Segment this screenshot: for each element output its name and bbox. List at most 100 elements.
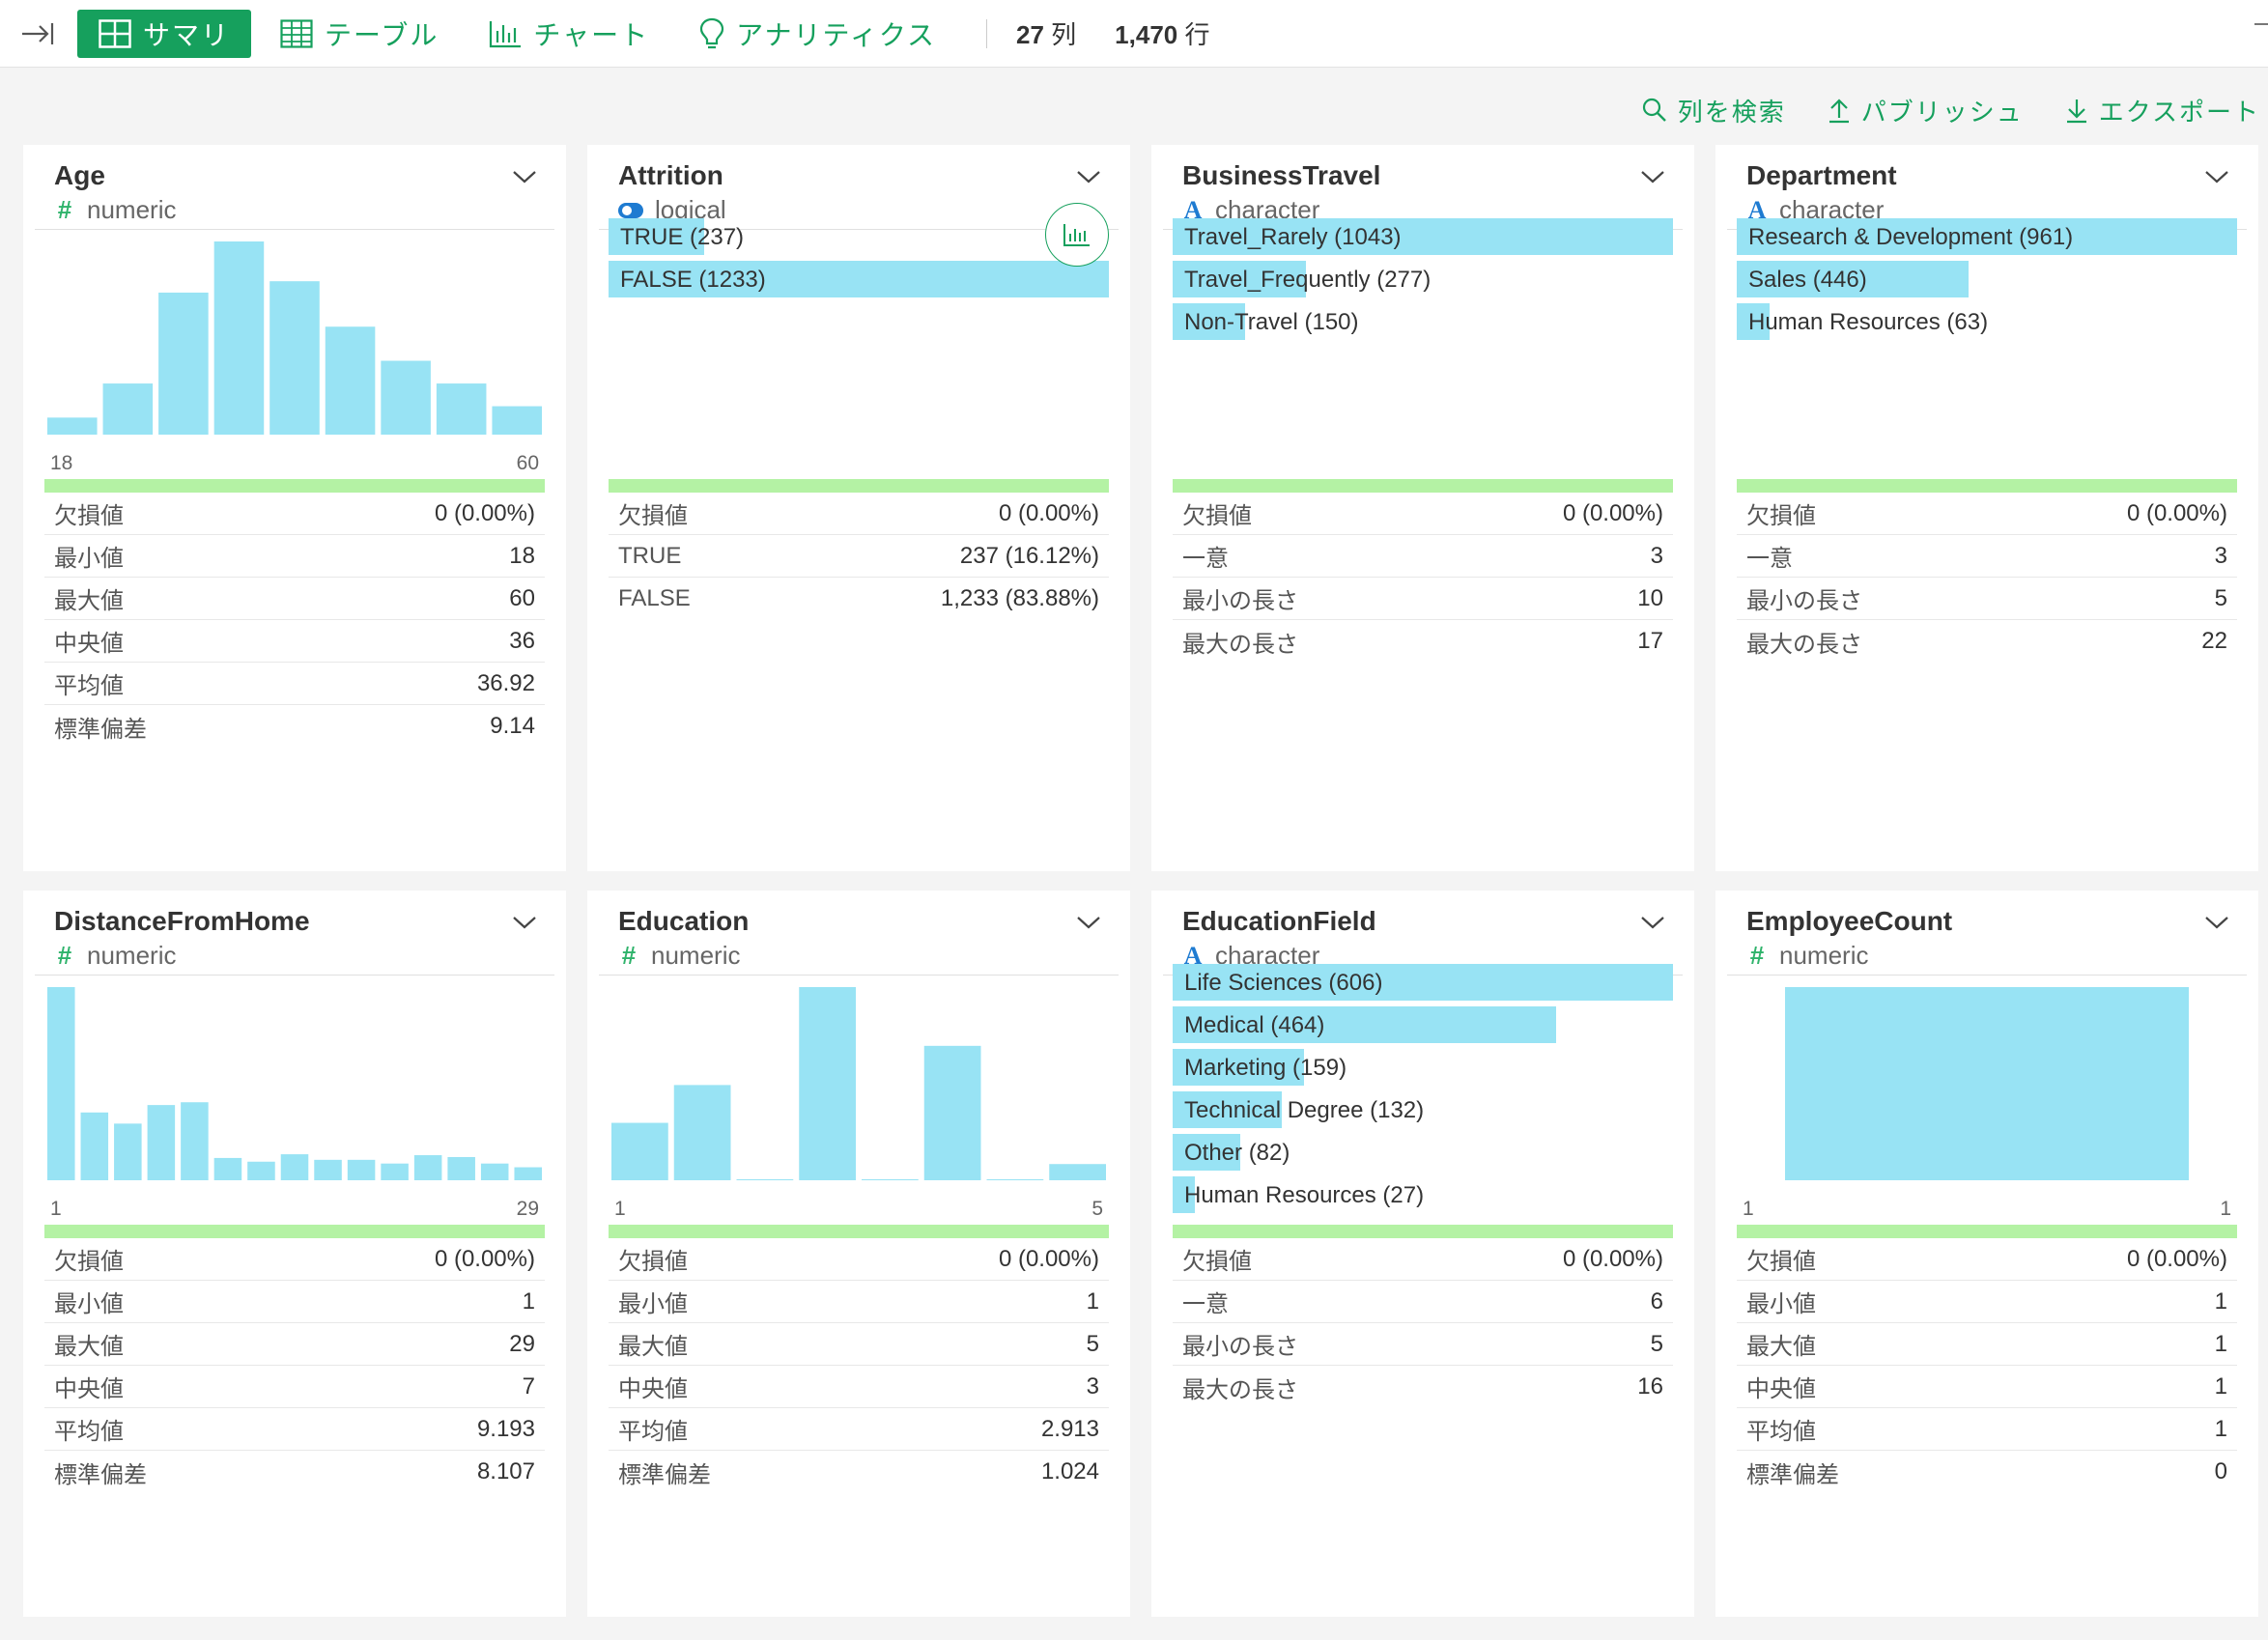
value-bar[interactable]: Other (82) (1173, 1134, 1673, 1171)
value-bar[interactable]: Life Sciences (606) (1173, 964, 1673, 1001)
stat-row: 一意 3 (1173, 535, 1673, 578)
value-bar[interactable]: FALSE (1233) (609, 261, 1109, 297)
histogram-bar[interactable] (413, 1155, 442, 1180)
stat-row: 中央値 36 (44, 620, 545, 663)
stat-row: 標準偏差 9.14 (44, 705, 545, 748)
histogram-bar[interactable] (436, 383, 487, 435)
histogram-bar[interactable] (114, 1123, 142, 1180)
histogram-bar[interactable] (1049, 1164, 1106, 1180)
histogram-bar[interactable] (80, 1112, 109, 1180)
search-columns-button[interactable]: 列を検索 (1641, 93, 1786, 128)
chart-view-button[interactable] (1045, 203, 1109, 267)
value-bar[interactable]: Human Resources (27) (1173, 1176, 1673, 1213)
histogram-bar[interactable] (381, 360, 431, 435)
histogram-bar[interactable] (862, 1179, 919, 1180)
histogram-bar[interactable] (314, 1159, 342, 1180)
histogram-bar[interactable] (514, 1167, 542, 1180)
value-bar[interactable]: Sales (446) (1737, 261, 2237, 297)
histogram-bar[interactable] (269, 281, 320, 435)
stat-row: TRUE 237 (16.12%) (609, 535, 1109, 578)
histogram-bar[interactable] (347, 1159, 376, 1180)
stat-value: 5 (2214, 584, 2227, 611)
stat-label: 欠損値 (1746, 1249, 1816, 1275)
character-type-icon: A (1747, 195, 1767, 224)
stat-value: 22 (2201, 628, 2227, 654)
chevron-down-icon[interactable] (1076, 914, 1101, 931)
histogram-bar[interactable] (480, 1163, 509, 1180)
histogram-bar[interactable] (611, 1122, 668, 1180)
stat-row: 平均値 36.92 (44, 663, 545, 705)
histogram-bar[interactable] (1785, 987, 2189, 1180)
axis-max-label: 29 (516, 1198, 539, 1220)
collapse-sidebar-icon[interactable] (17, 14, 58, 54)
value-bar[interactable]: Travel_Rarely (1043) (1173, 218, 1673, 255)
chevron-down-icon[interactable] (1640, 914, 1665, 931)
value-bar-fill (1173, 1091, 1282, 1128)
stat-label: 平均値 (54, 1419, 124, 1445)
stat-label: 平均値 (1746, 1419, 1816, 1445)
histogram-bar[interactable] (447, 1156, 475, 1180)
histogram-bar[interactable] (102, 383, 154, 435)
histogram-bar[interactable] (736, 1179, 794, 1180)
stat-label: 平均値 (54, 673, 124, 699)
export-button[interactable]: エクスポート (2064, 93, 2260, 128)
stat-label: 欠損値 (54, 1249, 124, 1275)
tab-table[interactable]: テーブル (259, 10, 460, 58)
value-bar[interactable]: Technical Degree (132) (1173, 1091, 1673, 1128)
histogram-bar[interactable] (247, 1161, 275, 1180)
value-bar-label: Human Resources (27) (1184, 1182, 1425, 1208)
stat-row: 最小値 1 (1737, 1281, 2237, 1323)
value-bar[interactable]: Medical (464) (1173, 1006, 1673, 1043)
tab-analytics[interactable]: アナリティクス (678, 10, 957, 58)
stat-label: 一意 (1182, 1291, 1229, 1317)
tab-analytics-label: アナリティクス (736, 19, 936, 50)
value-bar[interactable]: Travel_Frequently (277) (1173, 261, 1673, 297)
tab-table-label: テーブル (325, 19, 439, 50)
chevron-down-icon[interactable] (512, 168, 537, 185)
toolbar-divider (986, 18, 987, 48)
histogram-bar[interactable] (673, 1085, 731, 1180)
card-header: EmployeeCount # numeric (1727, 891, 2247, 976)
tab-summary[interactable]: サマリ (77, 9, 252, 58)
value-bar[interactable]: TRUE (237) (609, 218, 1109, 255)
chevron-down-icon[interactable] (2204, 914, 2229, 931)
histogram-bar[interactable] (325, 326, 376, 435)
histogram-bar[interactable] (181, 1102, 209, 1180)
histogram-bar[interactable] (492, 406, 542, 435)
stat-value: 1.024 (1040, 1458, 1099, 1484)
histogram-bar[interactable] (381, 1163, 409, 1180)
histogram-bar[interactable] (986, 1179, 1044, 1180)
value-bar-fill (1173, 1134, 1240, 1171)
chevron-down-icon[interactable] (2204, 168, 2229, 185)
stat-label: 標準偏差 (1746, 1461, 1839, 1488)
chevron-down-icon[interactable] (1076, 168, 1101, 185)
value-bar[interactable]: Human Resources (63) (1737, 303, 2237, 340)
value-bar[interactable]: Marketing (159) (1173, 1049, 1673, 1086)
chevron-down-icon[interactable] (1640, 168, 1665, 185)
value-bar[interactable]: Non-Travel (150) (1173, 303, 1673, 340)
histogram-bar[interactable] (47, 987, 75, 1180)
data-quality-bar (1173, 1225, 1673, 1238)
bar-chart-icon (1063, 224, 1090, 246)
histogram-bar[interactable] (213, 1157, 242, 1180)
character-type-icon: A (1183, 195, 1203, 224)
stat-row: 最大値 1 (1737, 1323, 2237, 1366)
chevron-down-icon[interactable] (512, 914, 537, 931)
value-bar-label: Technical Degree (132) (1184, 1097, 1425, 1123)
column-name: Age (54, 160, 105, 190)
value-bar-label: Travel_Rarely (1043) (1184, 224, 1402, 250)
stat-value: 9.14 (490, 713, 535, 739)
value-bar[interactable]: Research & Development (961) (1737, 218, 2237, 255)
tab-chart[interactable]: チャート (468, 10, 670, 58)
histogram-bar[interactable] (923, 1045, 981, 1180)
histogram-bar[interactable] (799, 987, 856, 1180)
histogram-bar[interactable] (280, 1154, 309, 1180)
histogram-bar[interactable] (213, 241, 265, 435)
histogram-bar[interactable] (47, 417, 98, 435)
histogram-bar[interactable] (147, 1105, 176, 1180)
histogram-bar[interactable] (158, 292, 209, 435)
publish-button[interactable]: パブリッシュ (1827, 93, 2024, 128)
data-quality-bar (609, 479, 1109, 493)
lightbulb-icon (699, 17, 724, 48)
toolbar-edge-marker (2254, 23, 2268, 25)
